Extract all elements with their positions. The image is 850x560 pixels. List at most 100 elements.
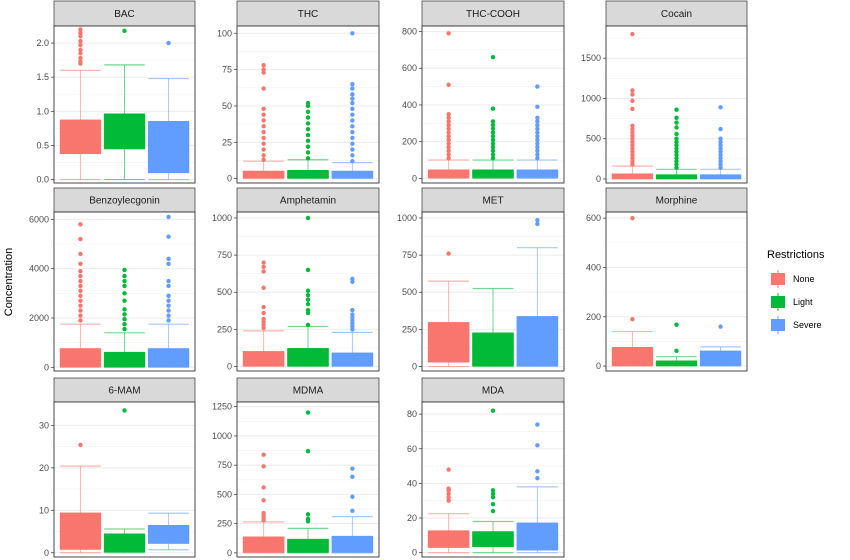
outlier-point [261, 106, 266, 112]
box-severe [147, 214, 190, 368]
outlier-point [630, 317, 635, 322]
box-severe [516, 217, 559, 368]
outlier-point [305, 150, 311, 155]
box-none [59, 222, 102, 368]
outlier-point [490, 152, 496, 157]
outlier-point [674, 131, 679, 137]
outlier-point [305, 410, 311, 415]
facet-panel-cocain: Cocain 0 500 1000 1500 [581, 0, 748, 184]
panel-border [421, 401, 565, 558]
box-body [287, 348, 329, 367]
outlier-point [261, 260, 266, 265]
outlier-point [535, 130, 540, 135]
outlier-point [166, 308, 171, 313]
legend-item-light: Light [771, 293, 813, 311]
outlier-point [490, 122, 496, 128]
facet-panel-thc: THC 0 25 50 75 100 [217, 0, 380, 184]
outlier-point [122, 321, 127, 327]
y-tick-label: 1500 [581, 53, 601, 63]
outlier-point [122, 291, 127, 296]
facet-panel-bac: BAC 0.0 0.5 1.0 1.5 2.0 [36, 0, 196, 185]
outlier-point [490, 491, 496, 496]
facet-title: Morphine [656, 196, 698, 207]
facet-strip [53, 377, 196, 403]
facet-title: MET [482, 196, 503, 207]
y-tick-label: 60 [407, 444, 417, 454]
outlier-point [718, 149, 723, 154]
box-severe [699, 105, 742, 180]
box-light [655, 107, 698, 180]
outlier-point [78, 47, 83, 53]
outlier-point [535, 137, 540, 143]
outlier-point [718, 324, 723, 329]
outlier-point [122, 317, 127, 322]
outlier-point [350, 96, 355, 101]
outlier-point [350, 147, 355, 152]
box-body [472, 531, 514, 548]
box-none [242, 63, 285, 180]
y-tick-label: 75 [222, 65, 232, 75]
y-tick-label: 0 [227, 174, 232, 184]
outlier-point [305, 301, 311, 307]
y-tick-label: 750 [402, 250, 417, 260]
facet-strip [53, 0, 196, 27]
outlier-point [490, 488, 496, 493]
outlier-point [261, 118, 266, 123]
y-tick-label: 500 [402, 287, 417, 297]
y-tick-label: 20 [39, 463, 49, 473]
outlier-point [78, 442, 83, 448]
outlier-point [446, 156, 451, 161]
outlier-point [78, 293, 83, 299]
y-tick-label: 200 [402, 137, 417, 147]
box-none [242, 260, 285, 368]
outlier-point [446, 130, 451, 135]
box-light [103, 267, 146, 368]
outlier-point [305, 516, 311, 522]
outlier-point [78, 268, 83, 274]
y-tick-label: 0 [412, 362, 417, 372]
legend-label: Severe [793, 320, 822, 330]
outlier-point [674, 149, 679, 154]
outlier-point [446, 126, 451, 132]
box-light [287, 410, 329, 554]
outlier-point [718, 146, 723, 151]
outlier-point [350, 312, 355, 317]
facet-panel-amphetamin: Amphetamin 0 250 500 750 1000 [212, 187, 380, 372]
outlier-point [166, 298, 171, 303]
y-tick-label: 800 [402, 27, 417, 37]
outlier-point [166, 261, 171, 266]
box-light [472, 55, 514, 180]
outlier-point [350, 276, 355, 282]
outlier-point [78, 261, 83, 266]
outlier-point [305, 132, 311, 138]
outlier-point [718, 136, 723, 141]
y-tick-label: 1.0 [36, 106, 49, 116]
box-none [59, 442, 102, 554]
box-severe [331, 31, 374, 180]
outlier-point [446, 31, 451, 36]
outlier-point [630, 133, 635, 138]
outlier-point [446, 251, 451, 256]
outlier-point [674, 155, 679, 161]
outlier-point [630, 152, 635, 158]
facet-panel-mdma: MDMA 0 250 500 750 1000 1250 [212, 377, 380, 558]
box-body [427, 169, 470, 178]
outlier-point [490, 156, 496, 161]
y-tick-label: 25 [222, 137, 232, 147]
outlier-point [535, 152, 540, 157]
outlier-point [122, 312, 127, 317]
y-tick-label: 500 [217, 287, 232, 297]
outlier-point [261, 112, 266, 117]
y-tick-label: 0 [227, 548, 232, 558]
outlier-point [305, 267, 311, 273]
y-tick-label: 250 [217, 324, 232, 334]
y-tick-label: 1000 [212, 213, 232, 223]
outlier-point [261, 129, 266, 135]
facet-strip [605, 0, 748, 27]
y-tick-label: 1000 [212, 431, 232, 441]
outlier-point [78, 59, 83, 64]
outlier-point [261, 452, 266, 457]
outlier-point [490, 137, 496, 143]
outlier-point [490, 508, 496, 514]
outlier-point [535, 156, 540, 161]
